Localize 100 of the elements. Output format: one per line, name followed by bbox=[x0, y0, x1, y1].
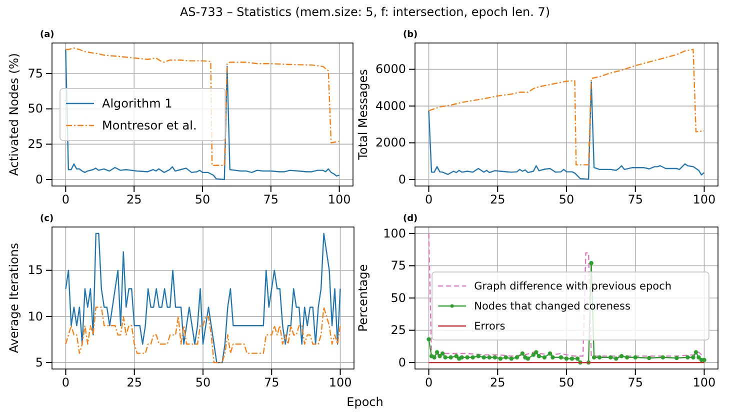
point bbox=[487, 355, 492, 360]
x-tick-label: 100 bbox=[328, 192, 351, 207]
point bbox=[592, 355, 596, 360]
chart-title: (d) bbox=[403, 214, 418, 224]
y-tick-label: 25 bbox=[390, 323, 406, 338]
chart-title: (c) bbox=[40, 214, 54, 224]
legend-label: Errors bbox=[474, 320, 506, 333]
point bbox=[674, 356, 679, 360]
point bbox=[694, 350, 698, 354]
point bbox=[614, 356, 618, 361]
point bbox=[696, 355, 701, 360]
point bbox=[426, 337, 431, 342]
point bbox=[434, 350, 440, 354]
legend-label: Nodes that changed coreness bbox=[474, 300, 630, 313]
x-axis-title: Epoch bbox=[346, 395, 384, 409]
x-tick-label: 0 bbox=[424, 376, 433, 390]
x-tick-label: 0 bbox=[62, 192, 70, 207]
x-tick-label: 75 bbox=[263, 192, 279, 207]
x-tick-label: 25 bbox=[126, 192, 142, 207]
y-tick-label: 0 bbox=[35, 172, 43, 186]
x-tick-label: 75 bbox=[264, 376, 280, 390]
x-tick-label: 25 bbox=[126, 376, 142, 390]
point bbox=[514, 355, 520, 360]
y-axis-title: Average Iterations bbox=[7, 242, 21, 354]
y-tick-label: 15 bbox=[28, 263, 43, 278]
x-tick-label: 25 bbox=[490, 192, 506, 207]
point bbox=[633, 355, 638, 360]
x-tick-label: 100 bbox=[692, 376, 716, 390]
x-tick-label: 75 bbox=[628, 192, 644, 207]
line-series bbox=[428, 82, 705, 180]
point bbox=[608, 355, 613, 360]
chart-title: (a) bbox=[40, 30, 54, 40]
point bbox=[443, 355, 448, 360]
legend-label: Montresor et al. bbox=[102, 118, 197, 133]
y-tick-label: 5 bbox=[35, 355, 43, 370]
legend-label: Graph difference with previous epoch bbox=[474, 280, 672, 293]
point bbox=[531, 352, 536, 357]
y-tick-label: 0 bbox=[398, 172, 406, 186]
point bbox=[550, 355, 555, 360]
point bbox=[589, 261, 594, 266]
point bbox=[564, 356, 569, 361]
y-tick-label: 25 bbox=[28, 137, 43, 152]
y-tick-label: 4000 bbox=[375, 98, 406, 113]
line-series bbox=[428, 48, 705, 166]
point bbox=[624, 355, 630, 360]
point bbox=[570, 356, 574, 361]
point bbox=[509, 356, 514, 361]
line-series bbox=[65, 306, 341, 364]
point bbox=[597, 355, 602, 360]
point bbox=[548, 351, 552, 356]
point bbox=[575, 356, 580, 361]
point bbox=[534, 350, 538, 354]
point bbox=[536, 354, 542, 358]
y-tick-label: 2000 bbox=[375, 136, 406, 150]
point bbox=[440, 351, 445, 356]
point bbox=[504, 355, 508, 360]
point bbox=[460, 355, 464, 360]
point bbox=[686, 355, 690, 360]
y-axis-title: Activated Nodes (%) bbox=[7, 53, 21, 176]
y-tick-label: 50 bbox=[390, 290, 406, 305]
x-tick-label: 100 bbox=[328, 376, 352, 390]
legend-label: Algorithm 1 bbox=[102, 96, 172, 111]
point bbox=[558, 355, 564, 360]
point bbox=[492, 355, 497, 360]
point bbox=[482, 355, 486, 360]
point bbox=[526, 356, 530, 361]
point bbox=[520, 351, 525, 356]
point bbox=[454, 354, 458, 358]
point bbox=[691, 355, 696, 360]
y-tick-label: 10 bbox=[28, 309, 43, 324]
line-series bbox=[65, 232, 341, 364]
x-tick-label: 75 bbox=[628, 376, 644, 390]
point bbox=[660, 355, 666, 360]
x-tick-label: 50 bbox=[195, 376, 211, 390]
point bbox=[619, 354, 624, 358]
point bbox=[476, 354, 480, 358]
x-tick-label: 0 bbox=[62, 376, 70, 390]
x-tick-label: 0 bbox=[424, 192, 433, 207]
point bbox=[470, 355, 475, 360]
chart-title: (b) bbox=[403, 30, 418, 40]
point bbox=[498, 356, 502, 361]
y-tick-label: 100 bbox=[383, 226, 406, 240]
y-axis-title: Total Messages bbox=[356, 69, 370, 161]
point bbox=[542, 355, 547, 360]
y-tick-label: 0 bbox=[398, 355, 406, 370]
text: AS-733 – Statistics (mem.size: 5, f: intersection, epoch len. 7) bbox=[180, 5, 550, 19]
point bbox=[438, 354, 442, 358]
x-tick-label: 50 bbox=[558, 376, 574, 390]
x-tick-label: 50 bbox=[194, 192, 210, 207]
point bbox=[702, 358, 706, 362]
point bbox=[448, 355, 453, 360]
y-tick-label: 75 bbox=[390, 258, 406, 273]
y-axis-title: Percentage bbox=[356, 264, 370, 332]
x-tick-label: 25 bbox=[490, 376, 506, 390]
y-tick-label: 6000 bbox=[375, 62, 406, 76]
point bbox=[432, 355, 436, 360]
x-tick-label: 100 bbox=[692, 192, 716, 207]
x-tick-label: 50 bbox=[558, 192, 574, 207]
point bbox=[465, 355, 470, 360]
point bbox=[647, 356, 652, 360]
